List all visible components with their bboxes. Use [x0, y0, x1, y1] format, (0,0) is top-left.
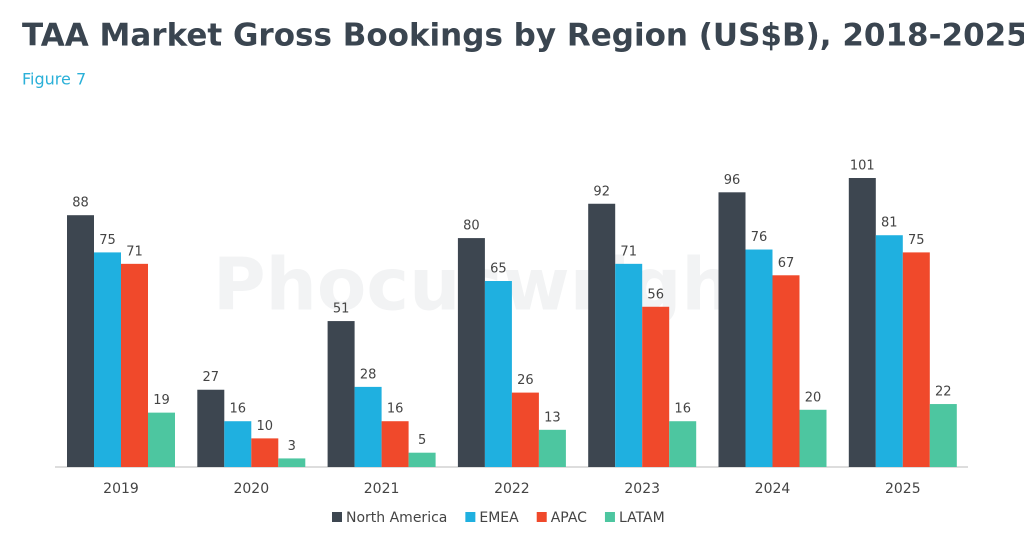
data-label: 16 [674, 402, 691, 417]
bar [538, 429, 566, 467]
data-label: 27 [203, 370, 220, 385]
bar [799, 409, 827, 467]
x-tick-label: 2025 [885, 481, 921, 497]
bar [121, 263, 148, 467]
data-label: 3 [288, 439, 296, 454]
x-tick-label: 2019 [103, 481, 139, 497]
bar [381, 421, 409, 467]
bar [848, 178, 876, 467]
data-label: 75 [908, 233, 925, 248]
legend-swatch [465, 512, 476, 522]
bar [354, 386, 382, 467]
data-label: 75 [99, 233, 116, 248]
bar [94, 252, 121, 467]
data-label: 20 [805, 390, 822, 405]
data-label: 81 [881, 216, 898, 231]
data-label: 51 [333, 302, 350, 317]
bar [484, 281, 512, 467]
data-label: 10 [257, 419, 274, 434]
bar [929, 404, 957, 467]
bar [511, 392, 539, 467]
data-label: 16 [387, 402, 404, 417]
bar [327, 321, 355, 467]
data-label: 101 [850, 159, 875, 174]
data-label: 28 [360, 367, 377, 382]
data-label: 5 [418, 433, 426, 448]
bar [197, 389, 225, 467]
data-label: 26 [517, 373, 534, 388]
data-label: 16 [230, 402, 247, 417]
legend-label: APAC [551, 510, 587, 526]
data-label: 96 [724, 173, 741, 188]
data-label: 67 [778, 256, 795, 271]
bar [772, 275, 800, 467]
data-label: 88 [72, 196, 89, 211]
data-label: 92 [593, 184, 610, 199]
x-tick-label: 2023 [624, 481, 660, 497]
x-tick-label: 2022 [494, 481, 530, 497]
legend-swatch [604, 512, 615, 522]
chart-subtitle: Figure 7 [22, 70, 86, 89]
data-label: 76 [751, 230, 768, 245]
bar [902, 252, 930, 467]
bar [67, 215, 94, 467]
data-label: 71 [620, 244, 637, 259]
legend-label: North America [346, 510, 447, 526]
bar [875, 235, 903, 467]
bar [642, 306, 670, 467]
bar [745, 249, 773, 467]
x-tick-label: 2024 [755, 481, 791, 497]
bar [615, 263, 643, 467]
data-label: 71 [126, 244, 143, 259]
legend-label: LATAM [619, 510, 665, 526]
data-label: 65 [490, 262, 507, 277]
bar [278, 458, 306, 467]
legend-swatch [332, 512, 342, 522]
data-label: 13 [544, 410, 561, 425]
bar [408, 452, 436, 467]
data-label: 22 [935, 385, 952, 400]
chart-title: TAA Market Gross Bookings by Region (US$… [22, 18, 1024, 54]
x-tick-label: 2020 [233, 481, 269, 497]
legend-swatch [536, 512, 547, 522]
bar [224, 421, 252, 467]
bar [148, 412, 175, 467]
x-tick-label: 2021 [364, 481, 400, 497]
bar [457, 238, 485, 467]
bar [669, 421, 697, 467]
data-label: 19 [153, 393, 170, 408]
bar [251, 438, 279, 467]
data-label: 56 [647, 287, 664, 302]
bar [718, 192, 746, 467]
legend-label: EMEA [479, 510, 519, 526]
data-label: 80 [463, 219, 480, 234]
bar [588, 203, 616, 467]
